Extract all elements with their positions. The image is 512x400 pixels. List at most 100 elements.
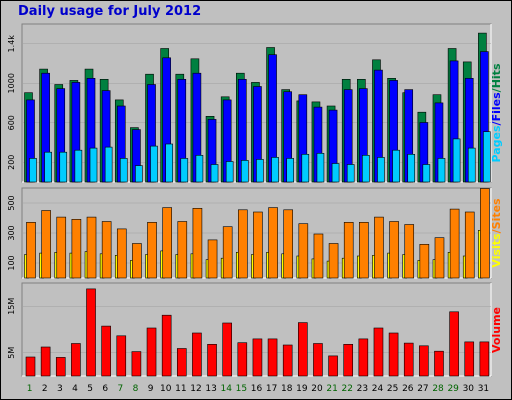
day-label: 2 [42, 384, 48, 394]
pages-bar [241, 160, 249, 183]
volume-bar [25, 356, 36, 377]
day-label: 15 [236, 384, 247, 394]
sites-bar [86, 216, 97, 279]
pages-bar [392, 149, 400, 183]
y-tick-label: 300 [7, 225, 16, 240]
sites-bar [404, 224, 415, 279]
side-label-visits-sites-part: Sites [490, 198, 503, 229]
volume-bar [101, 325, 111, 377]
y-tick-label: 1000 [7, 73, 16, 93]
side-label-usage-part: Files [490, 92, 503, 122]
pages-bar [377, 157, 385, 183]
day-label: 8 [133, 384, 139, 394]
volume-bar [419, 345, 429, 377]
volume-bar [358, 338, 369, 377]
sites-bar [116, 228, 127, 279]
volume-bar [176, 348, 187, 377]
volume-bar [388, 332, 399, 377]
day-label: 11 [175, 384, 186, 394]
day-label: 14 [221, 384, 233, 394]
day-label: 1 [27, 384, 33, 394]
pages-bar [59, 151, 68, 183]
volume-bar [328, 355, 338, 377]
pages-bar [316, 153, 325, 183]
day-label: 20 [311, 384, 323, 394]
volume-bar [207, 343, 217, 377]
pages-bar [225, 161, 234, 183]
sites-bar [253, 211, 263, 279]
y-tick-label: 15M [7, 298, 16, 315]
sites-bar [268, 207, 278, 279]
volume-bar [146, 327, 157, 377]
pages-bar [301, 154, 310, 183]
volume-bar [237, 342, 248, 377]
day-label: 13 [205, 384, 216, 394]
side-label-usage-part: Hits [490, 63, 503, 88]
pages-bar [452, 138, 461, 183]
day-label: 25 [387, 384, 398, 394]
chart-title: Daily usage for July 2012 [18, 4, 202, 19]
side-label-usage: Pages/Files/Hits [490, 63, 503, 162]
sites-bar [222, 226, 233, 279]
sites-bar [132, 243, 142, 279]
pages-bar [422, 164, 431, 183]
sites-bar [41, 210, 51, 279]
volume-bar [343, 343, 354, 377]
sites-bar [26, 222, 36, 279]
sites-bar [147, 222, 157, 279]
day-label: 7 [117, 384, 123, 394]
day-label: 17 [266, 384, 277, 394]
pages-bar [104, 146, 113, 183]
pages-bar [256, 159, 264, 183]
y-tick-label: 5M [7, 347, 16, 359]
sites-bar [480, 188, 490, 279]
volume-bar [192, 332, 202, 377]
sites-bar [434, 237, 445, 279]
day-label: 4 [72, 384, 78, 394]
volume-bar [464, 341, 475, 377]
sites-bar [238, 209, 248, 279]
volume-bar [282, 344, 293, 377]
volume-bar [71, 343, 81, 377]
pages-bar [74, 149, 83, 183]
volume-bar [252, 338, 263, 377]
y-tick-label: 1.4k [7, 35, 16, 53]
sites-bar [101, 221, 112, 279]
day-label: 21 [326, 384, 337, 394]
pages-bar [437, 158, 446, 183]
volume-bar [313, 343, 323, 377]
day-label: 24 [372, 384, 384, 394]
sites-bar [389, 221, 399, 279]
pages-bar [286, 158, 294, 183]
day-label: 22 [342, 384, 353, 394]
side-label-usage-part: / [490, 87, 503, 92]
volume-bar [267, 338, 278, 377]
sites-bar [207, 239, 218, 279]
pages-bar [135, 165, 143, 183]
sites-bar [359, 222, 369, 279]
day-label: 23 [357, 384, 368, 394]
day-label: 27 [417, 384, 428, 394]
pages-bar [89, 147, 98, 183]
volume-bar [479, 341, 490, 377]
side-label-visits-sites: Visits/Sites [490, 198, 503, 268]
volume-bar [449, 311, 459, 377]
sites-bar [313, 233, 324, 279]
day-label: 10 [160, 384, 172, 394]
day-label: 5 [87, 384, 93, 394]
sites-bar [449, 208, 460, 279]
sites-bar [343, 222, 354, 279]
day-label: 6 [102, 384, 108, 394]
pages-bar [180, 158, 189, 183]
day-label: 31 [478, 384, 489, 394]
pages-bar [44, 151, 52, 183]
day-label: 28 [432, 384, 444, 394]
pages-bar [271, 157, 279, 183]
pages-bar [331, 163, 340, 183]
volume-bar [86, 288, 96, 377]
pages-bar [407, 154, 416, 183]
y-tick-label: 100 [7, 255, 16, 270]
volume-bar [298, 322, 308, 377]
sites-bar [177, 221, 188, 279]
